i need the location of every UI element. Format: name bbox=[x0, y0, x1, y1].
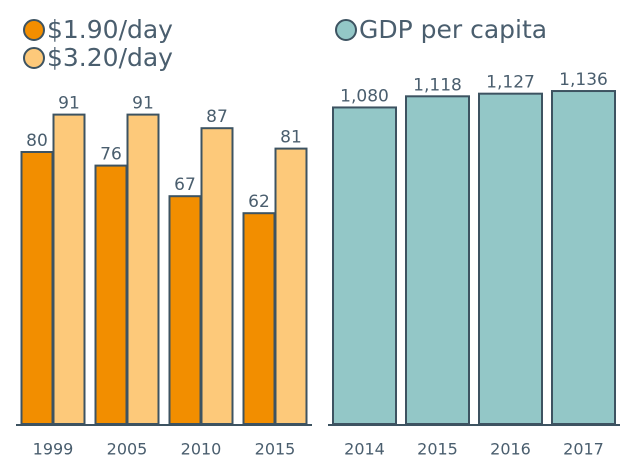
bar bbox=[168, 195, 202, 425]
legend-label: GDP per capita bbox=[359, 15, 547, 44]
value-label: 81 bbox=[280, 128, 302, 148]
bar bbox=[20, 151, 54, 425]
value-label: 91 bbox=[58, 94, 80, 114]
bar bbox=[94, 164, 128, 425]
x-tick-label: 2014 bbox=[344, 440, 385, 457]
x-tick-label: 2015 bbox=[255, 440, 296, 457]
bar bbox=[405, 95, 470, 426]
x-tick-label: 2005 bbox=[107, 440, 148, 457]
legend-label: $1.90/day bbox=[47, 15, 173, 44]
bar bbox=[242, 212, 276, 425]
value-label: 1,127 bbox=[486, 73, 535, 93]
value-label: 91 bbox=[132, 94, 154, 114]
value-label: 1,118 bbox=[413, 75, 462, 95]
legend-marker bbox=[23, 19, 45, 41]
bar bbox=[126, 113, 160, 425]
x-tick-label: 1999 bbox=[33, 440, 74, 457]
x-tick-label: 2016 bbox=[490, 440, 531, 457]
x-tick-label: 2017 bbox=[563, 440, 604, 457]
legend-label: $3.20/day bbox=[47, 43, 173, 72]
bar bbox=[332, 106, 397, 425]
value-label: 76 bbox=[100, 145, 122, 165]
bar bbox=[274, 147, 308, 425]
legend-marker bbox=[23, 47, 45, 69]
bar bbox=[478, 92, 543, 425]
value-label: 67 bbox=[174, 175, 196, 195]
value-label: 80 bbox=[26, 131, 48, 151]
x-tick-label: 2015 bbox=[417, 440, 458, 457]
legend-marker bbox=[335, 19, 357, 41]
bar bbox=[200, 127, 234, 425]
value-label: 1,136 bbox=[559, 70, 608, 90]
bar bbox=[52, 113, 86, 425]
value-label: 87 bbox=[206, 107, 228, 127]
x-tick-label: 2010 bbox=[181, 440, 222, 457]
value-label: 1,080 bbox=[340, 86, 389, 106]
value-label: 62 bbox=[248, 192, 270, 212]
bar bbox=[551, 90, 616, 425]
